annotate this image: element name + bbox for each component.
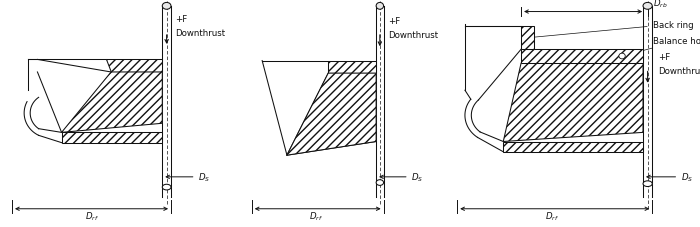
Ellipse shape [643,181,652,187]
Text: Downthrust: Downthrust [388,31,438,40]
Polygon shape [521,50,643,64]
Ellipse shape [376,180,384,186]
Text: Back ring: Back ring [531,20,694,39]
Text: $D_{rf}$: $D_{rf}$ [85,210,99,222]
Text: +F: +F [388,17,400,26]
Text: $D_{rf}$: $D_{rf}$ [309,210,323,222]
Text: $D_S$: $D_S$ [198,171,210,183]
Polygon shape [62,73,162,133]
Ellipse shape [162,3,171,10]
Ellipse shape [162,184,171,190]
Text: Downthrust: Downthrust [658,66,700,75]
Text: $D_S$: $D_S$ [411,171,423,183]
Polygon shape [106,60,162,73]
Text: $D_{rf}$: $D_{rf}$ [545,210,559,222]
Polygon shape [503,142,643,152]
Text: +F: +F [175,15,188,24]
Text: $D_{rb}$: $D_{rb}$ [652,0,667,10]
Polygon shape [328,61,376,74]
Text: +F: +F [658,52,670,61]
Ellipse shape [619,54,625,59]
Polygon shape [521,27,534,50]
Ellipse shape [376,3,384,10]
Text: $D_S$: $D_S$ [681,171,693,183]
Polygon shape [503,64,643,142]
Text: Downthrust: Downthrust [175,29,225,38]
Polygon shape [287,74,376,155]
Text: Balance holes: Balance holes [626,36,700,57]
Ellipse shape [643,3,652,10]
Polygon shape [62,133,162,143]
